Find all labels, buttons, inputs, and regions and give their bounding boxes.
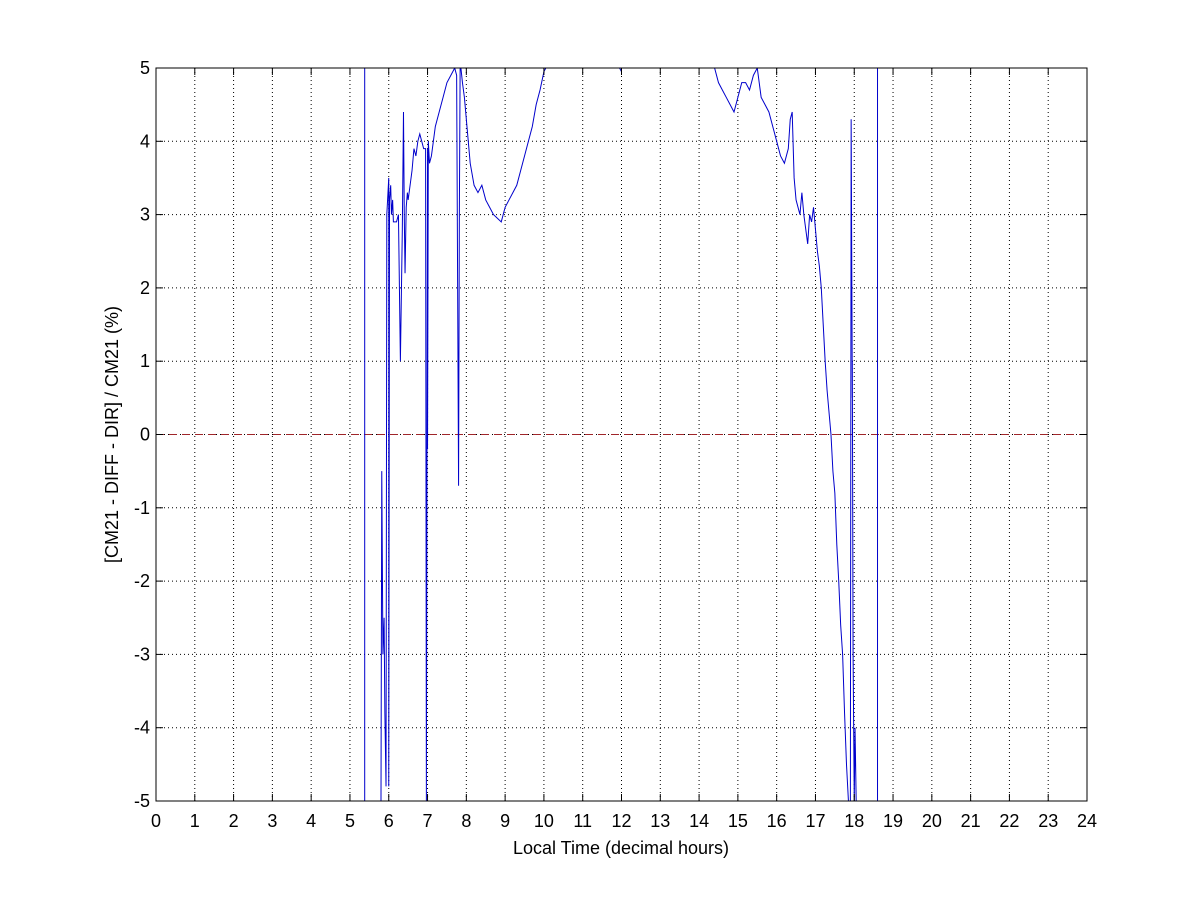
x-tick-label: 16 bbox=[767, 811, 787, 831]
x-tick-label: 22 bbox=[999, 811, 1019, 831]
series-layer bbox=[364, 68, 879, 801]
x-tick-label: 9 bbox=[500, 811, 510, 831]
x-tick-label: 23 bbox=[1038, 811, 1058, 831]
y-tick-label: -2 bbox=[134, 571, 150, 591]
y-tick-label: 0 bbox=[140, 425, 150, 445]
data-series-line-1 bbox=[364, 68, 547, 801]
y-tick-label: 4 bbox=[140, 131, 150, 151]
y-tick-label: 3 bbox=[140, 205, 150, 225]
x-tick-label: 1 bbox=[190, 811, 200, 831]
x-tick-label: 2 bbox=[229, 811, 239, 831]
x-tick-label: 5 bbox=[345, 811, 355, 831]
x-tick-label: 3 bbox=[267, 811, 277, 831]
x-tick-label: 24 bbox=[1077, 811, 1097, 831]
y-tick-label: 2 bbox=[140, 278, 150, 298]
y-tick-label: -1 bbox=[134, 498, 150, 518]
ticks: 0 1 2 3 4 5 6 7 8 9 10 11 12 13 14 15 16 17 18 19 20 21 22 23 24… bbox=[134, 58, 1097, 831]
x-tick-label: 11 bbox=[573, 811, 592, 831]
y-axis-label: [CM21 - DIFF - DIR] / CM21 (%) bbox=[102, 306, 122, 563]
x-tick-label: 14 bbox=[689, 811, 709, 831]
plot-area bbox=[156, 68, 1087, 801]
x-tick-label: 15 bbox=[728, 811, 748, 831]
x-tick-label: 10 bbox=[534, 811, 554, 831]
y-tick-label: -5 bbox=[134, 791, 150, 811]
x-tick-label: 20 bbox=[922, 811, 942, 831]
y-tick-label: 1 bbox=[140, 351, 150, 371]
x-tick-label: 4 bbox=[306, 811, 316, 831]
x-tick-label: 12 bbox=[611, 811, 631, 831]
x-tick-label: 17 bbox=[805, 811, 825, 831]
x-tick-label: 21 bbox=[961, 811, 981, 831]
x-tick-label: 0 bbox=[151, 811, 161, 831]
y-tick-label: -4 bbox=[134, 718, 150, 738]
y-tick-label: 5 bbox=[140, 58, 150, 78]
x-tick-label: 6 bbox=[384, 811, 394, 831]
x-tick-label: 13 bbox=[650, 811, 670, 831]
x-tick-label: 8 bbox=[461, 811, 471, 831]
x-tick-label: 18 bbox=[844, 811, 864, 831]
y-tick-label: -3 bbox=[134, 644, 150, 664]
x-axis-label: Local Time (decimal hours) bbox=[513, 838, 729, 858]
x-tick-label: 19 bbox=[883, 811, 903, 831]
x-tick-label: 7 bbox=[423, 811, 433, 831]
data-series-line-3 bbox=[714, 68, 857, 801]
